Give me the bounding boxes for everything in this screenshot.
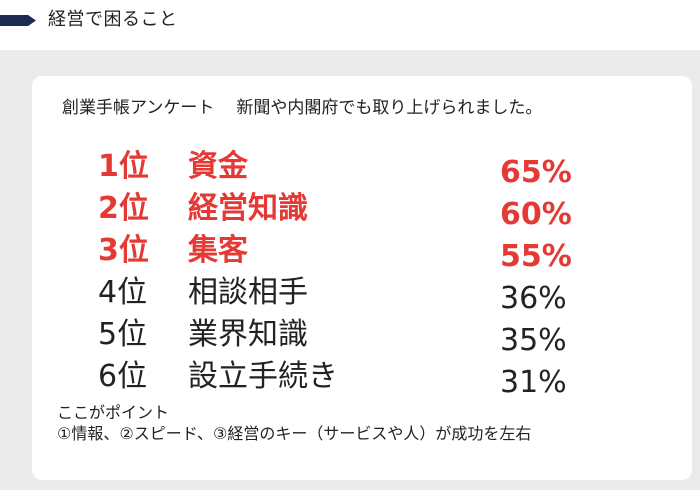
- ranking-row: 3位 集客 55%: [98, 230, 618, 274]
- rank-number: 3位: [98, 233, 149, 268]
- rank-item: 業界知識: [188, 317, 308, 352]
- ranking-row: 4位 相談相手 36%: [98, 272, 618, 316]
- section-header: 経営で困ること: [0, 0, 700, 50]
- rank-number: 1位: [98, 149, 149, 184]
- rank-percent: 55%: [500, 239, 572, 274]
- survey-note: 新聞や内閣府でも取り上げられました。: [236, 98, 543, 118]
- section-title: 経営で困ること: [48, 9, 178, 30]
- rank-number: 4位: [98, 275, 148, 310]
- ranking-row: 1位 資金 65%: [98, 146, 618, 190]
- point-section: ここがポイント ①情報、②スピード、③経営のキー（サービスや人）が成功を左右: [57, 402, 677, 444]
- rank-item: 相談相手: [188, 275, 308, 310]
- point-heading: ここがポイント: [57, 403, 170, 422]
- rank-number: 6位: [98, 359, 148, 394]
- rank-item: 経営知識: [188, 191, 308, 226]
- rank-item: 設立手続き: [188, 359, 338, 394]
- ranking-row: 6位 設立手続き 31%: [98, 356, 618, 400]
- ranking-row: 5位 業界知識 35%: [98, 314, 618, 358]
- rank-number: 5位: [98, 317, 148, 352]
- survey-title-line: 創業手帳アンケート 新聞や内閣府でも取り上げられました。: [62, 97, 542, 119]
- header-accent-bar: [0, 15, 36, 26]
- rank-percent: 60%: [500, 197, 572, 232]
- rank-percent: 35%: [500, 323, 567, 358]
- survey-title: 創業手帳アンケート: [62, 98, 215, 118]
- rank-number: 2位: [98, 191, 149, 226]
- point-text: ①情報、②スピード、③経営のキー（サービスや人）が成功を左右: [57, 424, 532, 443]
- ranking-row: 2位 経営知識 60%: [98, 188, 618, 232]
- rank-percent: 31%: [500, 365, 567, 400]
- survey-card: 創業手帳アンケート 新聞や内閣府でも取り上げられました。 1位 資金 65% 2位…: [32, 76, 692, 480]
- ranking-list: 1位 資金 65% 2位 経営知識 60% 3位 集客 55% 4位 相談相手 …: [98, 146, 618, 400]
- rank-percent: 36%: [500, 281, 567, 316]
- rank-percent: 65%: [500, 155, 572, 190]
- rank-item: 集客: [188, 233, 248, 268]
- rank-item: 資金: [188, 149, 248, 184]
